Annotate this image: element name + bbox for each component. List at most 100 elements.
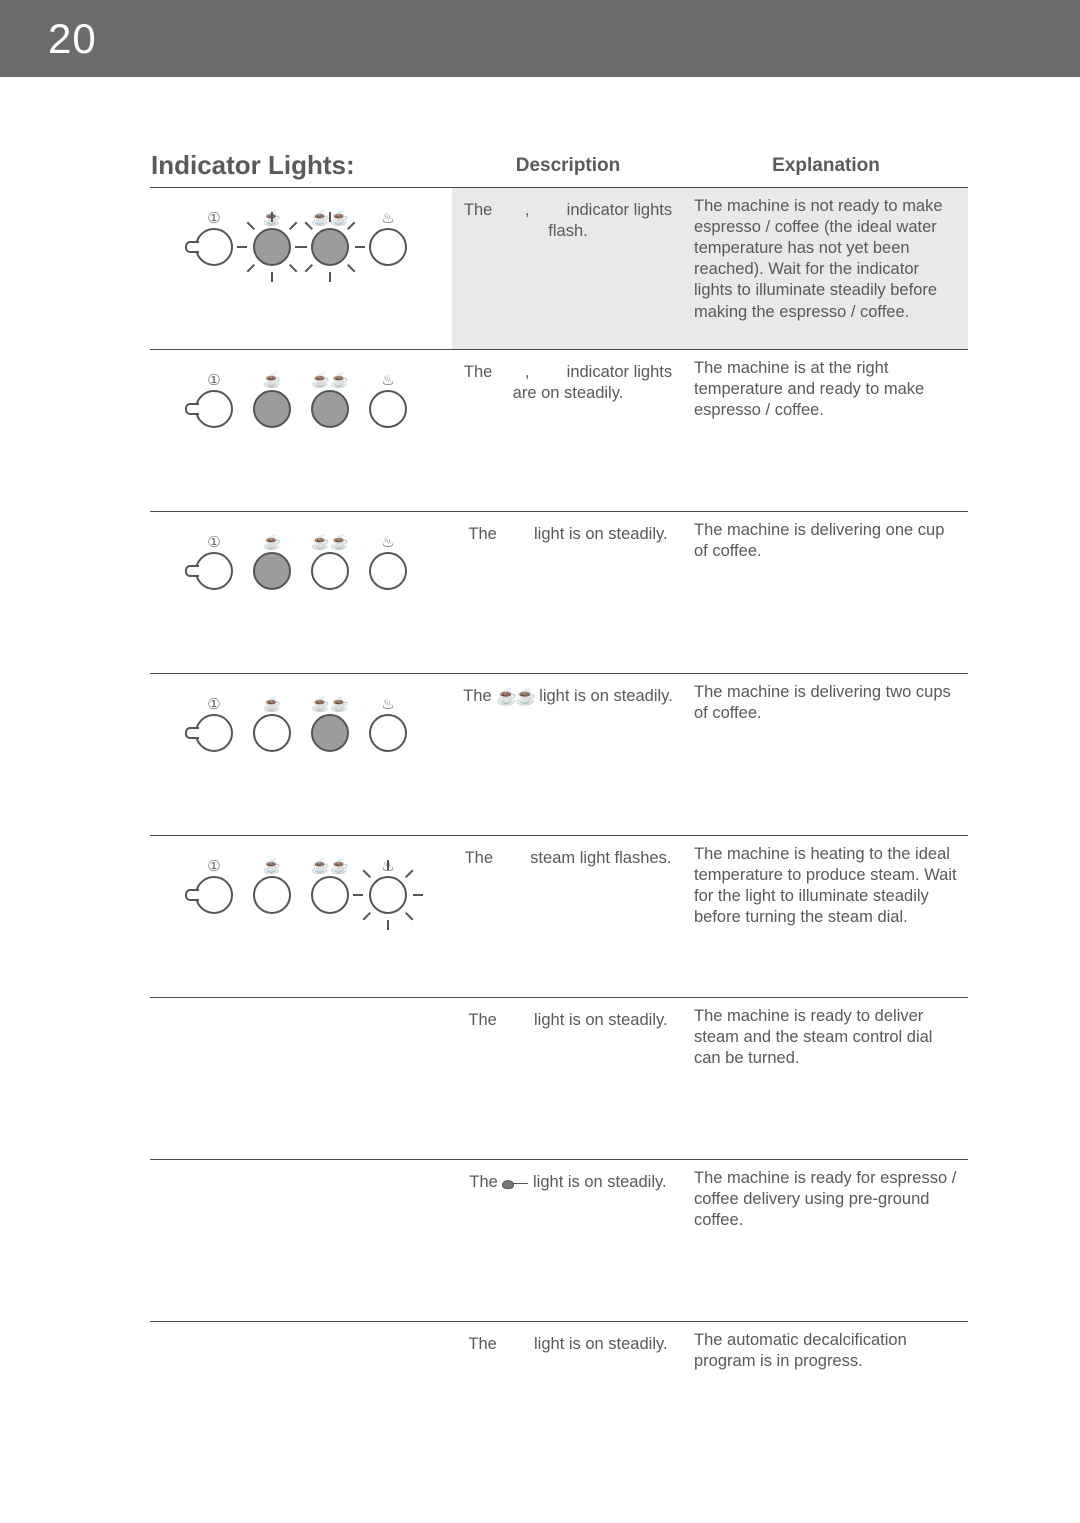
indicator-cell: ① ☕ ☕☕ ♨: [150, 674, 452, 836]
indicator-button-two_cups: ☕☕: [304, 534, 356, 590]
indicator-cell: ① ☕ ☕☕ ♨: [150, 512, 452, 674]
indicator-light: [253, 714, 291, 752]
two_cups-icon: ☕☕: [311, 534, 348, 552]
indicator-button-power: ①: [188, 696, 240, 752]
power-icon: ①: [207, 372, 220, 390]
table-row: ① ☕ ☕☕ ♨ The steam light flashes. The mac…: [150, 836, 968, 998]
desc-text: The: [465, 849, 498, 867]
steam-icon: ♨: [381, 534, 394, 552]
col-header-explanation: Explanation: [684, 149, 968, 188]
one_cup-icon: ☕: [263, 858, 282, 876]
col-header-indicator: Indicator Lights:: [150, 149, 452, 188]
indicator-button-steam: ♨: [362, 534, 414, 590]
table-row: ① ☕ ☕☕ ♨ The , indicator lights flash. Th…: [150, 188, 968, 350]
page-number: 20: [48, 15, 97, 63]
indicator-panel: ① ☕ ☕☕ ♨: [188, 696, 414, 752]
indicator-light: [311, 228, 349, 266]
indicator-light: [311, 876, 349, 914]
indicator-button-one_cup: ☕: [246, 858, 298, 914]
desc-text: The: [469, 1173, 502, 1191]
indicator-light: [253, 552, 291, 590]
scoop-icon: [502, 1178, 528, 1188]
indicator-button-power: ①: [188, 372, 240, 428]
indicator-light: [253, 228, 291, 266]
steam-icon: ♨: [381, 858, 394, 876]
explanation-cell: The machine is delivering one cup of cof…: [684, 512, 968, 674]
two_cups-icon: ☕☕: [311, 372, 348, 390]
indicator-button-one_cup: ☕: [246, 534, 298, 590]
indicator-light: [369, 552, 407, 590]
indicator-light: [195, 552, 233, 590]
desc-text: light is on steadily.: [535, 687, 673, 705]
table-row: ① ☕ ☕☕ ♨ The ☕☕ light is on steadily.The…: [150, 674, 968, 836]
description-cell: The light is on steadily.: [452, 1160, 684, 1322]
indicator-light: [311, 714, 349, 752]
indicator-button-one_cup: ☕: [246, 696, 298, 752]
indicator-light: [311, 390, 349, 428]
indicator-light: [369, 876, 407, 914]
desc-text: ,: [525, 201, 534, 219]
explanation-cell: The machine is ready for espresso / coff…: [684, 1160, 968, 1322]
desc-text: light is on steadily.: [529, 1335, 667, 1353]
indicator-panel: ① ☕ ☕☕ ♨: [188, 372, 414, 428]
table-row: The light is on steadily.The machine is …: [150, 1160, 968, 1322]
desc-text: ,: [525, 363, 534, 381]
indicator-cell: ① ☕ ☕☕ ♨: [150, 188, 452, 350]
steam-icon: ♨: [381, 696, 394, 714]
two-cups-icon: ☕☕: [496, 688, 534, 705]
two_cups-icon: ☕☕: [311, 696, 348, 714]
indicator-button-two_cups: ☕☕: [304, 858, 356, 914]
indicator-lights-table: Indicator Lights: Description Explanatio…: [150, 149, 968, 1483]
indicator-button-power: ①: [188, 210, 240, 266]
explanation-cell: The machine is at the right temperature …: [684, 350, 968, 512]
table-row: The light is on steadily.The machine is …: [150, 998, 968, 1160]
one_cup-icon: ☕: [263, 696, 282, 714]
indicator-cell: ① ☕ ☕☕ ♨: [150, 836, 452, 998]
desc-text: The: [468, 1335, 501, 1353]
content-area: Indicator Lights: Description Explanatio…: [0, 77, 1080, 1523]
steam-icon: ♨: [381, 372, 394, 390]
explanation-cell: The machine is not ready to make espress…: [684, 188, 968, 350]
explanation-cell: The machine is ready to deliver steam an…: [684, 998, 968, 1160]
desc-text: The: [468, 525, 501, 543]
explanation-cell: The automatic decalcification program is…: [684, 1322, 968, 1484]
explanation-cell: The machine is delivering two cups of co…: [684, 674, 968, 836]
two_cups-icon: ☕☕: [311, 210, 348, 228]
desc-text: steam light flashes.: [526, 849, 672, 867]
one_cup-icon: ☕: [263, 210, 282, 228]
indicator-button-one_cup: ☕: [246, 210, 298, 266]
indicator-panel: ① ☕ ☕☕ ♨: [188, 210, 414, 266]
header-bar: 20: [0, 0, 1080, 77]
indicator-button-two_cups: ☕☕: [304, 210, 356, 266]
desc-text: The: [464, 363, 497, 381]
steam-icon: ♨: [381, 210, 394, 228]
two_cups-icon: ☕☕: [311, 858, 348, 876]
indicator-light: [369, 390, 407, 428]
power-icon: ①: [207, 534, 220, 552]
desc-text: The: [464, 201, 497, 219]
indicator-cell: [150, 1322, 452, 1484]
desc-text: indicator lights flash.: [548, 201, 672, 240]
indicator-button-power: ①: [188, 534, 240, 590]
indicator-cell: [150, 998, 452, 1160]
indicator-button-two_cups: ☕☕: [304, 372, 356, 428]
desc-text: The: [468, 1011, 501, 1029]
indicator-button-one_cup: ☕: [246, 372, 298, 428]
indicator-light: [253, 876, 291, 914]
indicator-cell: ① ☕ ☕☕ ♨: [150, 350, 452, 512]
indicator-button-two_cups: ☕☕: [304, 696, 356, 752]
description-cell: The light is on steadily.: [452, 512, 684, 674]
indicator-light: [195, 228, 233, 266]
one_cup-icon: ☕: [263, 372, 282, 390]
power-icon: ①: [207, 696, 220, 714]
explanation-cell: The machine is heating to the ideal temp…: [684, 836, 968, 998]
indicator-button-steam: ♨: [362, 858, 414, 914]
description-cell: The , indicator lights are on steadily.: [452, 350, 684, 512]
indicator-light: [369, 714, 407, 752]
col-header-description: Description: [452, 149, 684, 188]
desc-text: indicator lights are on steadily.: [513, 363, 672, 402]
indicator-light: [311, 552, 349, 590]
indicator-light: [195, 876, 233, 914]
indicator-light: [369, 228, 407, 266]
indicator-button-power: ①: [188, 858, 240, 914]
